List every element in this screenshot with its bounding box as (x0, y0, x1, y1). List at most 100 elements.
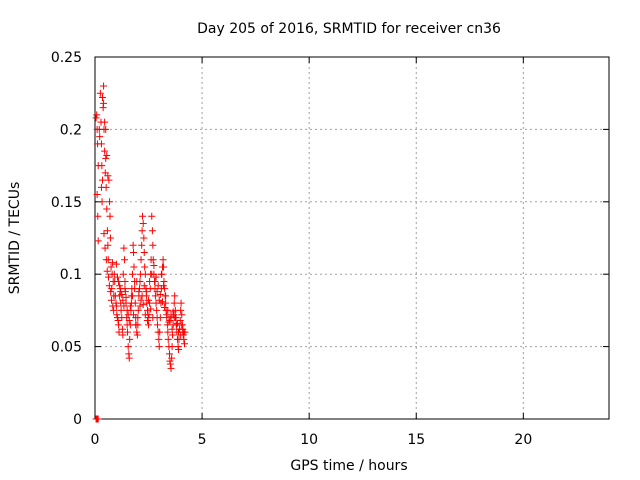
data-point (153, 288, 161, 296)
data-point (138, 292, 146, 300)
data-point (127, 299, 135, 307)
data-point (156, 328, 164, 336)
data-point (166, 360, 174, 368)
data-point (119, 331, 127, 339)
data-points (92, 82, 189, 423)
data-point (149, 241, 157, 249)
data-point (178, 321, 186, 329)
data-point (135, 288, 143, 296)
data-point (98, 198, 106, 206)
data-point (140, 248, 148, 256)
data-point (102, 256, 110, 264)
data-point (163, 311, 171, 319)
data-point (115, 321, 123, 329)
data-point (104, 172, 112, 180)
data-point (136, 302, 144, 310)
data-point (167, 312, 175, 320)
data-point (152, 273, 160, 281)
data-point (140, 282, 148, 290)
data-point (119, 296, 127, 304)
y-tick-label: 0.25 (51, 50, 82, 66)
data-point (161, 285, 169, 293)
data-point (166, 350, 174, 358)
data-point (162, 299, 170, 307)
data-point (173, 319, 181, 327)
data-point (134, 306, 142, 314)
data-point (120, 244, 128, 252)
data-point (177, 306, 185, 314)
data-point (115, 277, 123, 285)
data-point (98, 176, 106, 184)
data-point (157, 270, 165, 278)
y-tick-label: 0.1 (60, 267, 82, 283)
data-point (132, 321, 140, 329)
data-point (171, 314, 179, 322)
data-point (145, 296, 153, 304)
data-point (92, 114, 100, 122)
data-point (98, 94, 106, 102)
data-point (103, 227, 111, 235)
data-point (141, 263, 149, 271)
data-point (161, 304, 169, 312)
data-point (170, 299, 178, 307)
data-point (133, 277, 141, 285)
y-tick-label: 0.05 (51, 340, 82, 356)
data-point (139, 220, 147, 228)
data-point (100, 230, 108, 238)
data-point (180, 335, 188, 343)
data-point (93, 111, 101, 119)
data-point (143, 317, 151, 325)
data-point (101, 244, 109, 252)
data-point (107, 263, 115, 271)
y-tick-label: 0 (73, 412, 82, 428)
data-point (96, 89, 104, 97)
data-point (165, 318, 173, 326)
data-point (126, 335, 134, 343)
x-tick-label: 5 (198, 432, 207, 448)
data-point (100, 99, 108, 107)
data-point (154, 282, 162, 290)
data-point (126, 302, 134, 310)
y-tick-label: 0.2 (60, 122, 82, 138)
data-point (177, 331, 185, 339)
data-point (169, 308, 177, 316)
data-point (120, 302, 128, 310)
data-point (125, 317, 133, 325)
data-point (115, 328, 123, 336)
data-point (143, 306, 151, 314)
data-point (131, 285, 139, 293)
x-tick-label: 20 (514, 432, 532, 448)
data-point (154, 321, 162, 329)
data-point (155, 343, 163, 351)
data-point (151, 292, 159, 300)
data-point (164, 328, 172, 336)
data-point (156, 314, 164, 322)
data-point (122, 293, 130, 301)
data-point (175, 345, 183, 353)
data-point (164, 306, 172, 314)
data-point (107, 288, 115, 296)
data-point (128, 292, 136, 300)
data-point (101, 147, 109, 155)
data-point (180, 328, 188, 336)
data-point (103, 205, 111, 213)
data-point (134, 314, 142, 322)
data-point (98, 162, 106, 170)
data-point (124, 328, 132, 336)
data-point (106, 198, 114, 206)
plot-frame (94, 56, 610, 420)
data-point (129, 241, 137, 249)
data-point (117, 306, 125, 314)
data-point (113, 273, 121, 281)
data-point (166, 317, 174, 325)
data-point (133, 328, 141, 336)
data-point (158, 298, 166, 306)
data-point (109, 259, 117, 267)
data-point (112, 302, 120, 310)
data-point (159, 256, 167, 264)
data-point (146, 299, 154, 307)
data-point (105, 282, 113, 290)
data-point (171, 292, 179, 300)
data-point (167, 364, 175, 372)
data-point (148, 212, 156, 220)
